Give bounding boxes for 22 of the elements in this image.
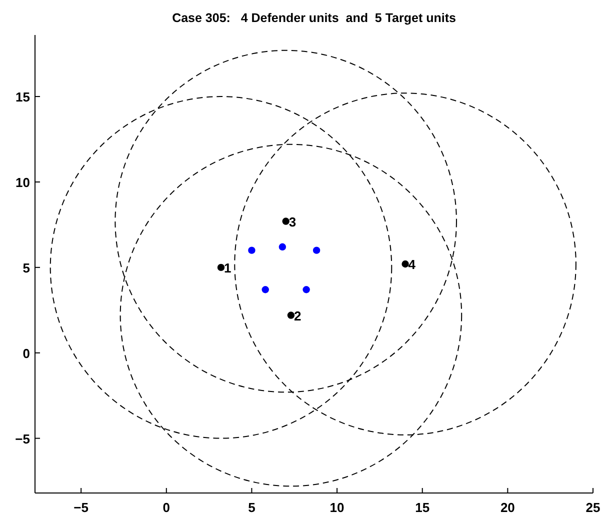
x-tick-label: 5 <box>248 500 256 515</box>
point <box>302 286 310 294</box>
y-tick-label: 10 <box>16 174 30 190</box>
point <box>312 246 320 254</box>
x-tick-label: 25 <box>586 500 600 515</box>
y-tick-label: 0 <box>22 346 30 361</box>
annotation: 2 <box>294 308 302 324</box>
annotation: 4 <box>408 257 416 272</box>
chart-title: Case 305: 4 Defender units and 5 Target units <box>172 11 456 25</box>
x-tick-label: 20 <box>500 500 515 515</box>
y-tick-label: 15 <box>16 90 30 105</box>
y-tick-label: 5 <box>22 260 30 276</box>
x-tick-label: 0 <box>162 500 170 515</box>
point <box>262 286 269 294</box>
point <box>248 246 256 254</box>
annotation: 1 <box>224 260 232 276</box>
x-tick-label: 15 <box>415 500 430 515</box>
point <box>278 243 286 251</box>
annotation: 3 <box>288 214 296 230</box>
x-tick-label: −5 <box>74 500 88 515</box>
x-tick-label: 10 <box>330 500 344 515</box>
y-tick-label: −5 <box>15 431 30 446</box>
